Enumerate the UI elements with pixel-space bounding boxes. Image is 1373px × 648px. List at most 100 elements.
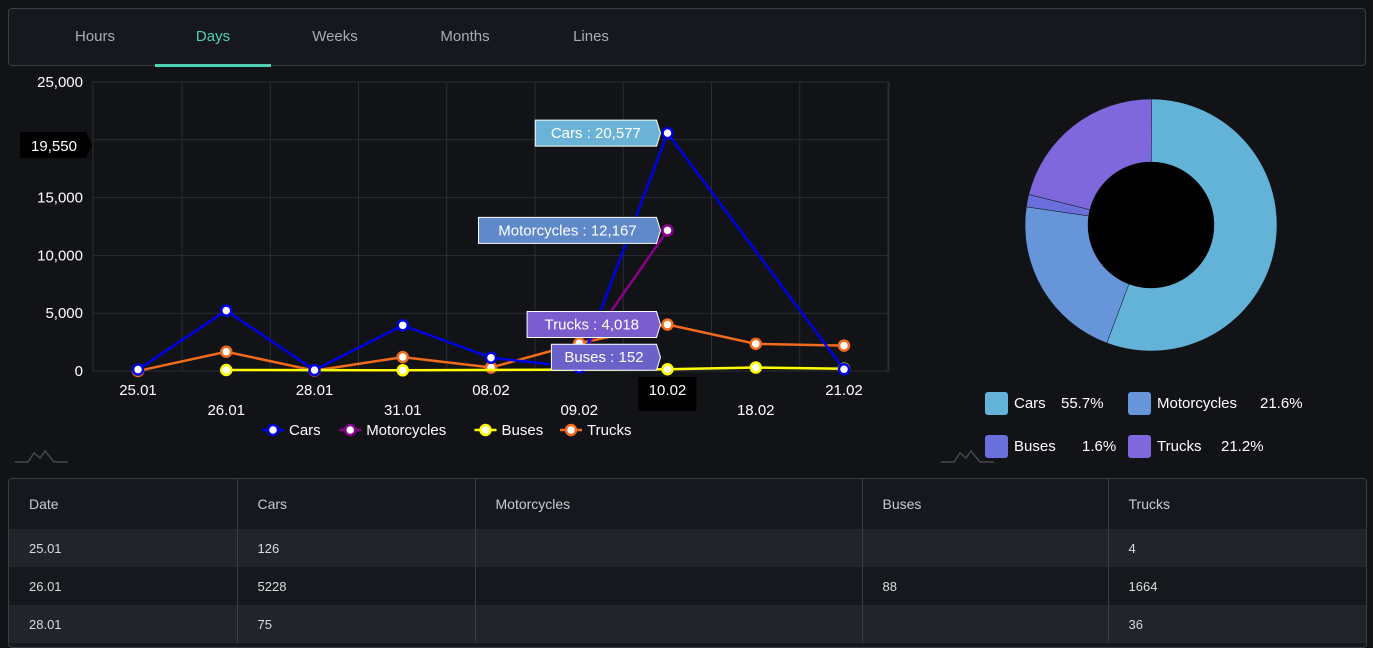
column-header-trucks[interactable]: Trucks bbox=[1128, 496, 1170, 512]
legend-item-buses[interactable]: Buses 1.6% bbox=[985, 435, 1125, 459]
table-cell bbox=[475, 529, 863, 567]
legend-swatch bbox=[1128, 392, 1151, 415]
table-cell: 4 bbox=[1108, 529, 1366, 567]
data-point-cars bbox=[484, 351, 498, 364]
tooltip-label: Trucks : 4,018 bbox=[545, 317, 639, 334]
x-tick-label: 26.01 bbox=[207, 402, 245, 419]
data-point-trucks bbox=[661, 318, 674, 331]
tooltip-label: Cars : 20,577 bbox=[551, 125, 641, 142]
data-point-buses bbox=[220, 363, 233, 377]
crosshair-y-label: 19,550 bbox=[31, 138, 77, 155]
tooltip-motorcycles bbox=[478, 216, 662, 244]
tab-days[interactable]: Days bbox=[155, 9, 271, 67]
data-point-cars bbox=[837, 363, 851, 376]
y-tick-label: 15,000 bbox=[37, 190, 83, 207]
crosshair-x-badge bbox=[638, 377, 697, 411]
data-point-cars bbox=[308, 363, 321, 377]
legend-label-cars[interactable]: Cars bbox=[289, 422, 321, 439]
tab-hours[interactable]: Hours bbox=[74, 28, 115, 45]
tooltip-label: Motorcycles : 12,167 bbox=[498, 222, 636, 239]
legend-label: Buses bbox=[1014, 438, 1056, 455]
table-cell: 26.01 bbox=[9, 567, 238, 605]
legend-label: Trucks bbox=[1157, 438, 1202, 455]
y-tick-label: 10,000 bbox=[37, 247, 83, 264]
data-point-cars bbox=[661, 126, 674, 140]
x-tick-label: 21.02 bbox=[825, 382, 863, 399]
tab-months[interactable]: Months bbox=[440, 28, 490, 45]
crosshair-y-badge bbox=[20, 132, 92, 159]
legend-marker-buses bbox=[479, 423, 492, 437]
data-point-cars bbox=[220, 304, 233, 317]
tooltip-label: Buses : 152 bbox=[564, 349, 643, 366]
x-tick-label: 31.01 bbox=[384, 402, 422, 419]
data-point-motorcycles bbox=[661, 224, 674, 237]
legend-label: Motorcycles bbox=[1157, 395, 1238, 412]
tooltip-trucks bbox=[526, 311, 662, 339]
column-header-cars[interactable]: Cars bbox=[237, 479, 476, 529]
legend-label-trucks[interactable]: Trucks bbox=[587, 422, 631, 439]
data-table: Date Cars Motorcycles Buses Trucks 25.01… bbox=[8, 478, 1367, 648]
y-tick-label: 5,000 bbox=[45, 305, 83, 322]
line-chart: 05,00010,00015,00020,00025,00025.0126.01… bbox=[20, 74, 890, 439]
table-row: 26.01 5228 88 1664 bbox=[9, 567, 1366, 605]
table-row: 25.01 126 4 bbox=[9, 529, 1366, 567]
legend-percent: 21.6% bbox=[1260, 395, 1303, 412]
tab-weeks[interactable]: Weeks bbox=[312, 28, 358, 45]
x-tick-label: 28.01 bbox=[296, 382, 334, 399]
series-line-cars bbox=[137, 130, 846, 372]
table-cell: 1664 bbox=[1108, 567, 1366, 605]
table-cell: 75 bbox=[237, 605, 476, 643]
legend-marker-motorcycles bbox=[343, 423, 357, 437]
data-point-cars bbox=[131, 363, 145, 376]
legend-percent: 55.7% bbox=[1061, 395, 1104, 412]
legend-item-trucks[interactable]: Trucks 21.2% bbox=[1128, 435, 1318, 459]
table-cell: 36 bbox=[1108, 605, 1366, 643]
table-cell bbox=[475, 605, 863, 643]
legend-label: Cars bbox=[1014, 395, 1046, 412]
legend-marker-cars bbox=[266, 423, 280, 437]
legend-swatch bbox=[985, 392, 1008, 415]
table-cell bbox=[862, 529, 1109, 567]
tooltip-buses bbox=[550, 343, 662, 371]
column-header-buses[interactable]: Buses bbox=[862, 479, 1109, 529]
data-point-trucks bbox=[396, 350, 409, 364]
table-cell: 88 bbox=[862, 567, 1109, 605]
chart-watermark-icon bbox=[941, 449, 994, 463]
donut-chart bbox=[1024, 98, 1278, 352]
legend-item-cars[interactable]: Cars 55.7% bbox=[985, 392, 1125, 416]
table-cell: 5228 bbox=[237, 567, 476, 605]
x-tick-label: 25.01 bbox=[119, 382, 157, 399]
legend-label-motorcycles[interactable]: Motorcycles bbox=[366, 422, 446, 439]
period-tabs: Hours Days Weeks Months Lines bbox=[8, 8, 1366, 67]
tooltip-cars bbox=[534, 119, 662, 147]
legend-item-motorcycles[interactable]: Motorcycles 21.6% bbox=[1128, 392, 1318, 416]
legend-percent: 1.6% bbox=[1082, 438, 1117, 455]
x-tick-label: 18.02 bbox=[737, 402, 775, 419]
table-cell: 126 bbox=[237, 529, 476, 567]
column-header-motorcycles[interactable]: Motorcycles bbox=[475, 479, 863, 529]
chart-watermark-icon bbox=[15, 449, 68, 463]
table-cell bbox=[475, 567, 863, 605]
table-cell: 28.01 bbox=[9, 605, 238, 643]
tab-lines[interactable]: Lines bbox=[573, 28, 609, 45]
y-tick-label: 0 bbox=[75, 363, 83, 380]
data-point-buses bbox=[396, 364, 409, 377]
legend-swatch bbox=[985, 435, 1008, 458]
legend-swatch bbox=[1128, 435, 1151, 458]
table-cell: 25.01 bbox=[9, 529, 238, 567]
data-point-trucks bbox=[837, 339, 851, 352]
legend-label-buses[interactable]: Buses bbox=[502, 422, 544, 439]
y-tick-label: 25,000 bbox=[37, 74, 83, 91]
data-point-trucks bbox=[220, 345, 233, 359]
crosshair-x-label: 10.02 bbox=[649, 382, 687, 399]
legend-marker-trucks bbox=[564, 423, 578, 437]
data-point-buses bbox=[749, 361, 762, 374]
table-header-row: Date Cars Motorcycles Buses Trucks bbox=[9, 479, 1366, 529]
column-header-date[interactable]: Date bbox=[9, 479, 238, 529]
table-cell bbox=[862, 605, 1109, 643]
x-tick-label: 08.02 bbox=[472, 382, 510, 399]
data-point-trucks bbox=[749, 337, 762, 351]
data-point-cars bbox=[396, 319, 409, 332]
table-row: 28.01 75 36 bbox=[9, 605, 1366, 643]
data-point-buses bbox=[661, 362, 674, 376]
